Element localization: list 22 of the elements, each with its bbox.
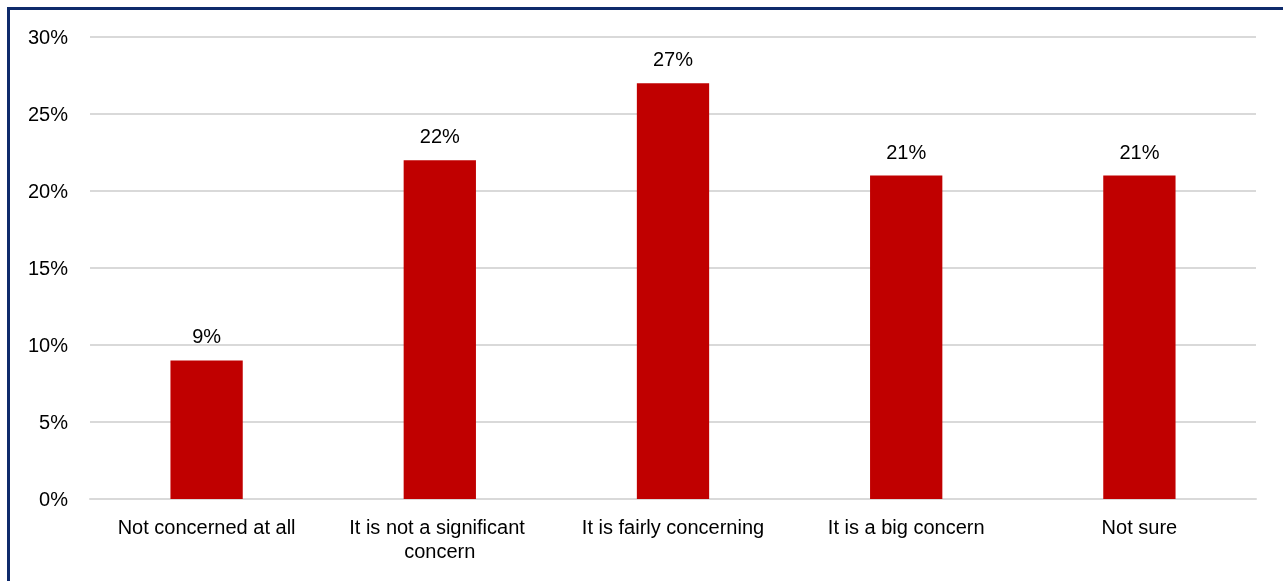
- bar: [870, 175, 943, 499]
- y-tick-label: 15%: [27, 257, 69, 279]
- data-label: 22%: [419, 125, 461, 148]
- y-tick-label: 20%: [27, 180, 69, 202]
- x-tick-label: It is fairly concerning: [581, 516, 765, 538]
- bar: [170, 360, 243, 499]
- y-tick-label: 0%: [39, 488, 69, 510]
- data-label: 21%: [886, 140, 927, 163]
- bar: [1103, 175, 1176, 499]
- y-tick-label: 25%: [27, 103, 69, 125]
- data-label: 21%: [1119, 140, 1160, 163]
- x-tick-label: It is not a significant concern: [349, 516, 531, 562]
- x-tick-label: It is a big concern: [827, 516, 985, 538]
- data-label: 27%: [652, 48, 694, 71]
- y-tick-label: 5%: [39, 411, 69, 433]
- x-tick-label: Not concerned at all: [117, 516, 296, 538]
- y-tick-label: 30%: [27, 26, 69, 48]
- bar: [403, 160, 476, 499]
- x-tick-label: Not sure: [1101, 516, 1178, 538]
- bar: [636, 83, 710, 499]
- data-label: 9%: [192, 325, 222, 348]
- y-tick-label: 10%: [27, 334, 69, 356]
